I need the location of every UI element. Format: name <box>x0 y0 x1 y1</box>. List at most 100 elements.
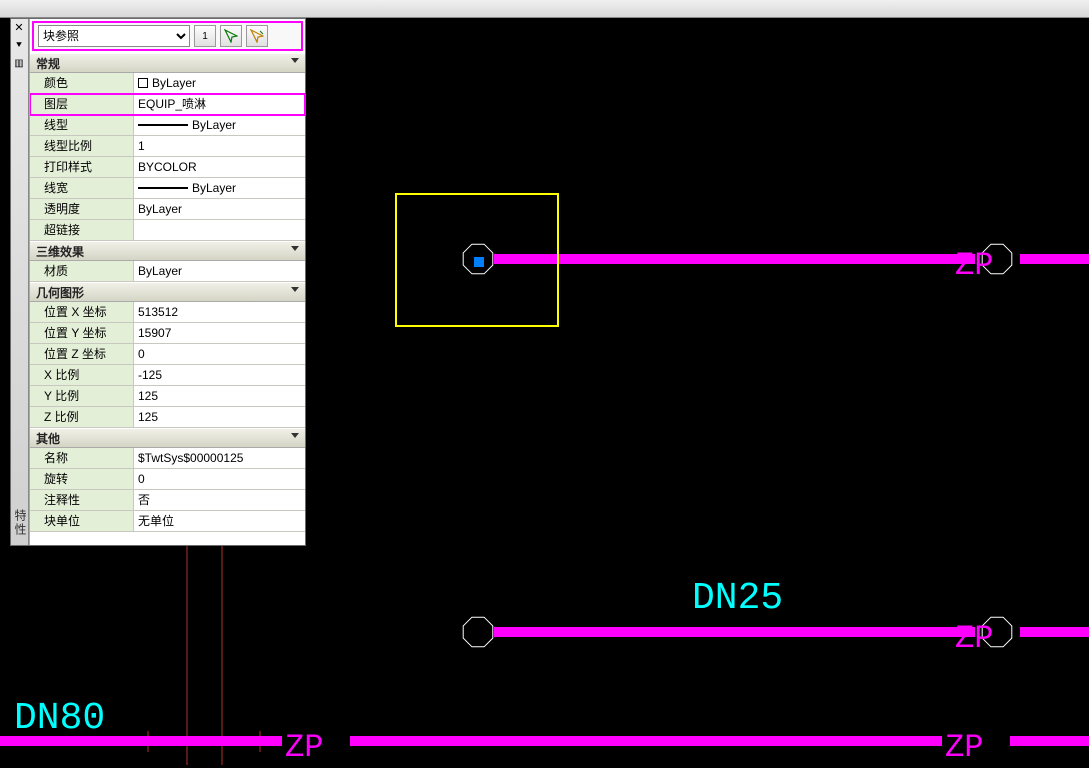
prop-row[interactable]: Z 比例125 <box>30 407 305 428</box>
prop-value[interactable]: ByLayer <box>134 178 305 198</box>
prop-value[interactable]: $TwtSys$00000125 <box>134 448 305 468</box>
section-header-general[interactable]: 常规 <box>30 53 305 73</box>
section-header-geometry[interactable]: 几何图形 <box>30 282 305 302</box>
prop-row[interactable]: 旋转0 <box>30 469 305 490</box>
prop-value[interactable] <box>134 220 305 240</box>
prop-value-text: ByLayer <box>138 261 182 282</box>
prop-row[interactable]: 注释性否 <box>30 490 305 511</box>
prop-label: 颜色 <box>30 73 134 93</box>
prop-row[interactable]: 打印样式BYCOLOR <box>30 157 305 178</box>
prop-label: 打印样式 <box>30 157 134 177</box>
prop-value-text: 0 <box>138 344 145 365</box>
prop-value-text: 125 <box>138 386 158 407</box>
prop-label: X 比例 <box>30 365 134 385</box>
prop-value-text: 125 <box>138 407 158 428</box>
close-icon[interactable]: ✕ <box>11 19 27 35</box>
prop-value-text: 15907 <box>138 323 171 344</box>
prop-row[interactable]: 位置 Z 坐标0 <box>30 344 305 365</box>
prop-value[interactable]: 1 <box>134 136 305 156</box>
chevron-down-icon <box>291 433 299 438</box>
prop-value[interactable]: -125 <box>134 365 305 385</box>
prop-value-text: EQUIP_喷淋 <box>138 94 206 115</box>
prop-value-text: $TwtSys$00000125 <box>138 448 243 469</box>
palette-body: 块参照 1 常规颜色ByLayer图层EQUIP_喷淋线型ByLayer线型比例… <box>29 19 305 545</box>
autohide-pin-icon[interactable]: ⯆ <box>11 37 27 53</box>
prop-row[interactable]: 颜色 ByLayer <box>30 73 305 94</box>
section-other: 其他名称$TwtSys$00000125旋转0注释性否块单位无单位 <box>30 428 305 532</box>
palette-titlebar: ✕ ⯆ ▥ 特性 <box>11 19 29 545</box>
prop-row[interactable]: 透明度ByLayer <box>30 199 305 220</box>
prop-row[interactable]: 材质ByLayer <box>30 261 305 282</box>
prop-label: 块单位 <box>30 511 134 531</box>
prop-row[interactable]: Y 比例125 <box>30 386 305 407</box>
prop-row[interactable]: X 比例-125 <box>30 365 305 386</box>
section-header-other[interactable]: 其他 <box>30 428 305 448</box>
svg-text:ZP: ZP <box>945 729 983 765</box>
prop-label: 线宽 <box>30 178 134 198</box>
object-type-select[interactable]: 块参照 <box>38 25 190 47</box>
prop-value-text: ByLayer <box>192 178 236 199</box>
prop-value[interactable]: 0 <box>134 344 305 364</box>
section-header-threeD[interactable]: 三维效果 <box>30 241 305 261</box>
prop-row[interactable]: 名称$TwtSys$00000125 <box>30 448 305 469</box>
prop-label: 透明度 <box>30 199 134 219</box>
prop-row[interactable]: 块单位无单位 <box>30 511 305 532</box>
prop-value[interactable]: BYCOLOR <box>134 157 305 177</box>
prop-label: 位置 Y 坐标 <box>30 323 134 343</box>
prop-label: 线型 <box>30 115 134 135</box>
prop-value-text: 否 <box>138 490 150 511</box>
palette-menu-icon[interactable]: ▥ <box>11 55 27 71</box>
prop-value-text: BYCOLOR <box>138 157 197 178</box>
prop-value-text: -125 <box>138 365 162 386</box>
prop-row[interactable]: 线宽 ByLayer <box>30 178 305 199</box>
prop-value[interactable]: 否 <box>134 490 305 510</box>
chevron-down-icon <box>291 287 299 292</box>
prop-value-text: 无单位 <box>138 511 174 532</box>
prop-value[interactable]: ByLayer <box>134 199 305 219</box>
prop-label: Y 比例 <box>30 386 134 406</box>
prop-value-text: 1 <box>138 136 145 157</box>
prop-row[interactable]: 线型比例1 <box>30 136 305 157</box>
linetype-sample-icon <box>138 187 188 189</box>
quick-select-button[interactable] <box>246 25 268 47</box>
section-threeD: 三维效果材质ByLayer <box>30 241 305 282</box>
toggle-pickadd-button[interactable]: 1 <box>194 25 216 47</box>
prop-value[interactable]: 15907 <box>134 323 305 343</box>
prop-label: 线型比例 <box>30 136 134 156</box>
prop-value[interactable]: 513512 <box>134 302 305 322</box>
prop-row[interactable]: 位置 X 坐标513512 <box>30 302 305 323</box>
prop-row[interactable]: 线型ByLayer <box>30 115 305 136</box>
properties-palette: ✕ ⯆ ▥ 特性 块参照 1 常规颜色ByLayer图层EQUIP_喷淋线型By… <box>10 18 306 546</box>
prop-value[interactable]: ByLayer <box>134 115 305 135</box>
top-toolbar <box>0 0 1089 18</box>
section-general: 常规颜色ByLayer图层EQUIP_喷淋线型ByLayer线型比例1打印样式B… <box>30 53 305 241</box>
prop-value[interactable]: 0 <box>134 469 305 489</box>
prop-value[interactable]: EQUIP_喷淋 <box>134 94 305 114</box>
prop-value-text: 0 <box>138 469 145 490</box>
prop-value-text: ByLayer <box>152 73 196 94</box>
palette-title: 特性 <box>11 509 29 537</box>
chevron-down-icon <box>291 246 299 251</box>
prop-label: 图层 <box>30 94 134 114</box>
svg-text:DN80: DN80 <box>14 697 105 740</box>
prop-value[interactable]: 125 <box>134 407 305 427</box>
prop-label: 位置 Z 坐标 <box>30 344 134 364</box>
prop-value[interactable]: ByLayer <box>134 261 305 281</box>
section-geometry: 几何图形位置 X 坐标513512位置 Y 坐标15907位置 Z 坐标0X 比… <box>30 282 305 428</box>
prop-label: 超链接 <box>30 220 134 240</box>
color-swatch-icon <box>138 78 148 88</box>
select-objects-button[interactable] <box>220 25 242 47</box>
svg-text:DN25: DN25 <box>692 577 783 620</box>
prop-label: 注释性 <box>30 490 134 510</box>
prop-label: 旋转 <box>30 469 134 489</box>
prop-row[interactable]: 图层EQUIP_喷淋 <box>30 94 305 115</box>
prop-value[interactable]: 无单位 <box>134 511 305 531</box>
prop-value-text: 513512 <box>138 302 178 323</box>
prop-value[interactable]: 125 <box>134 386 305 406</box>
prop-label: 材质 <box>30 261 134 281</box>
prop-value[interactable]: ByLayer <box>134 73 305 93</box>
prop-label: Z 比例 <box>30 407 134 427</box>
svg-text:ZP: ZP <box>955 247 993 284</box>
prop-row[interactable]: 超链接 <box>30 220 305 241</box>
prop-row[interactable]: 位置 Y 坐标15907 <box>30 323 305 344</box>
